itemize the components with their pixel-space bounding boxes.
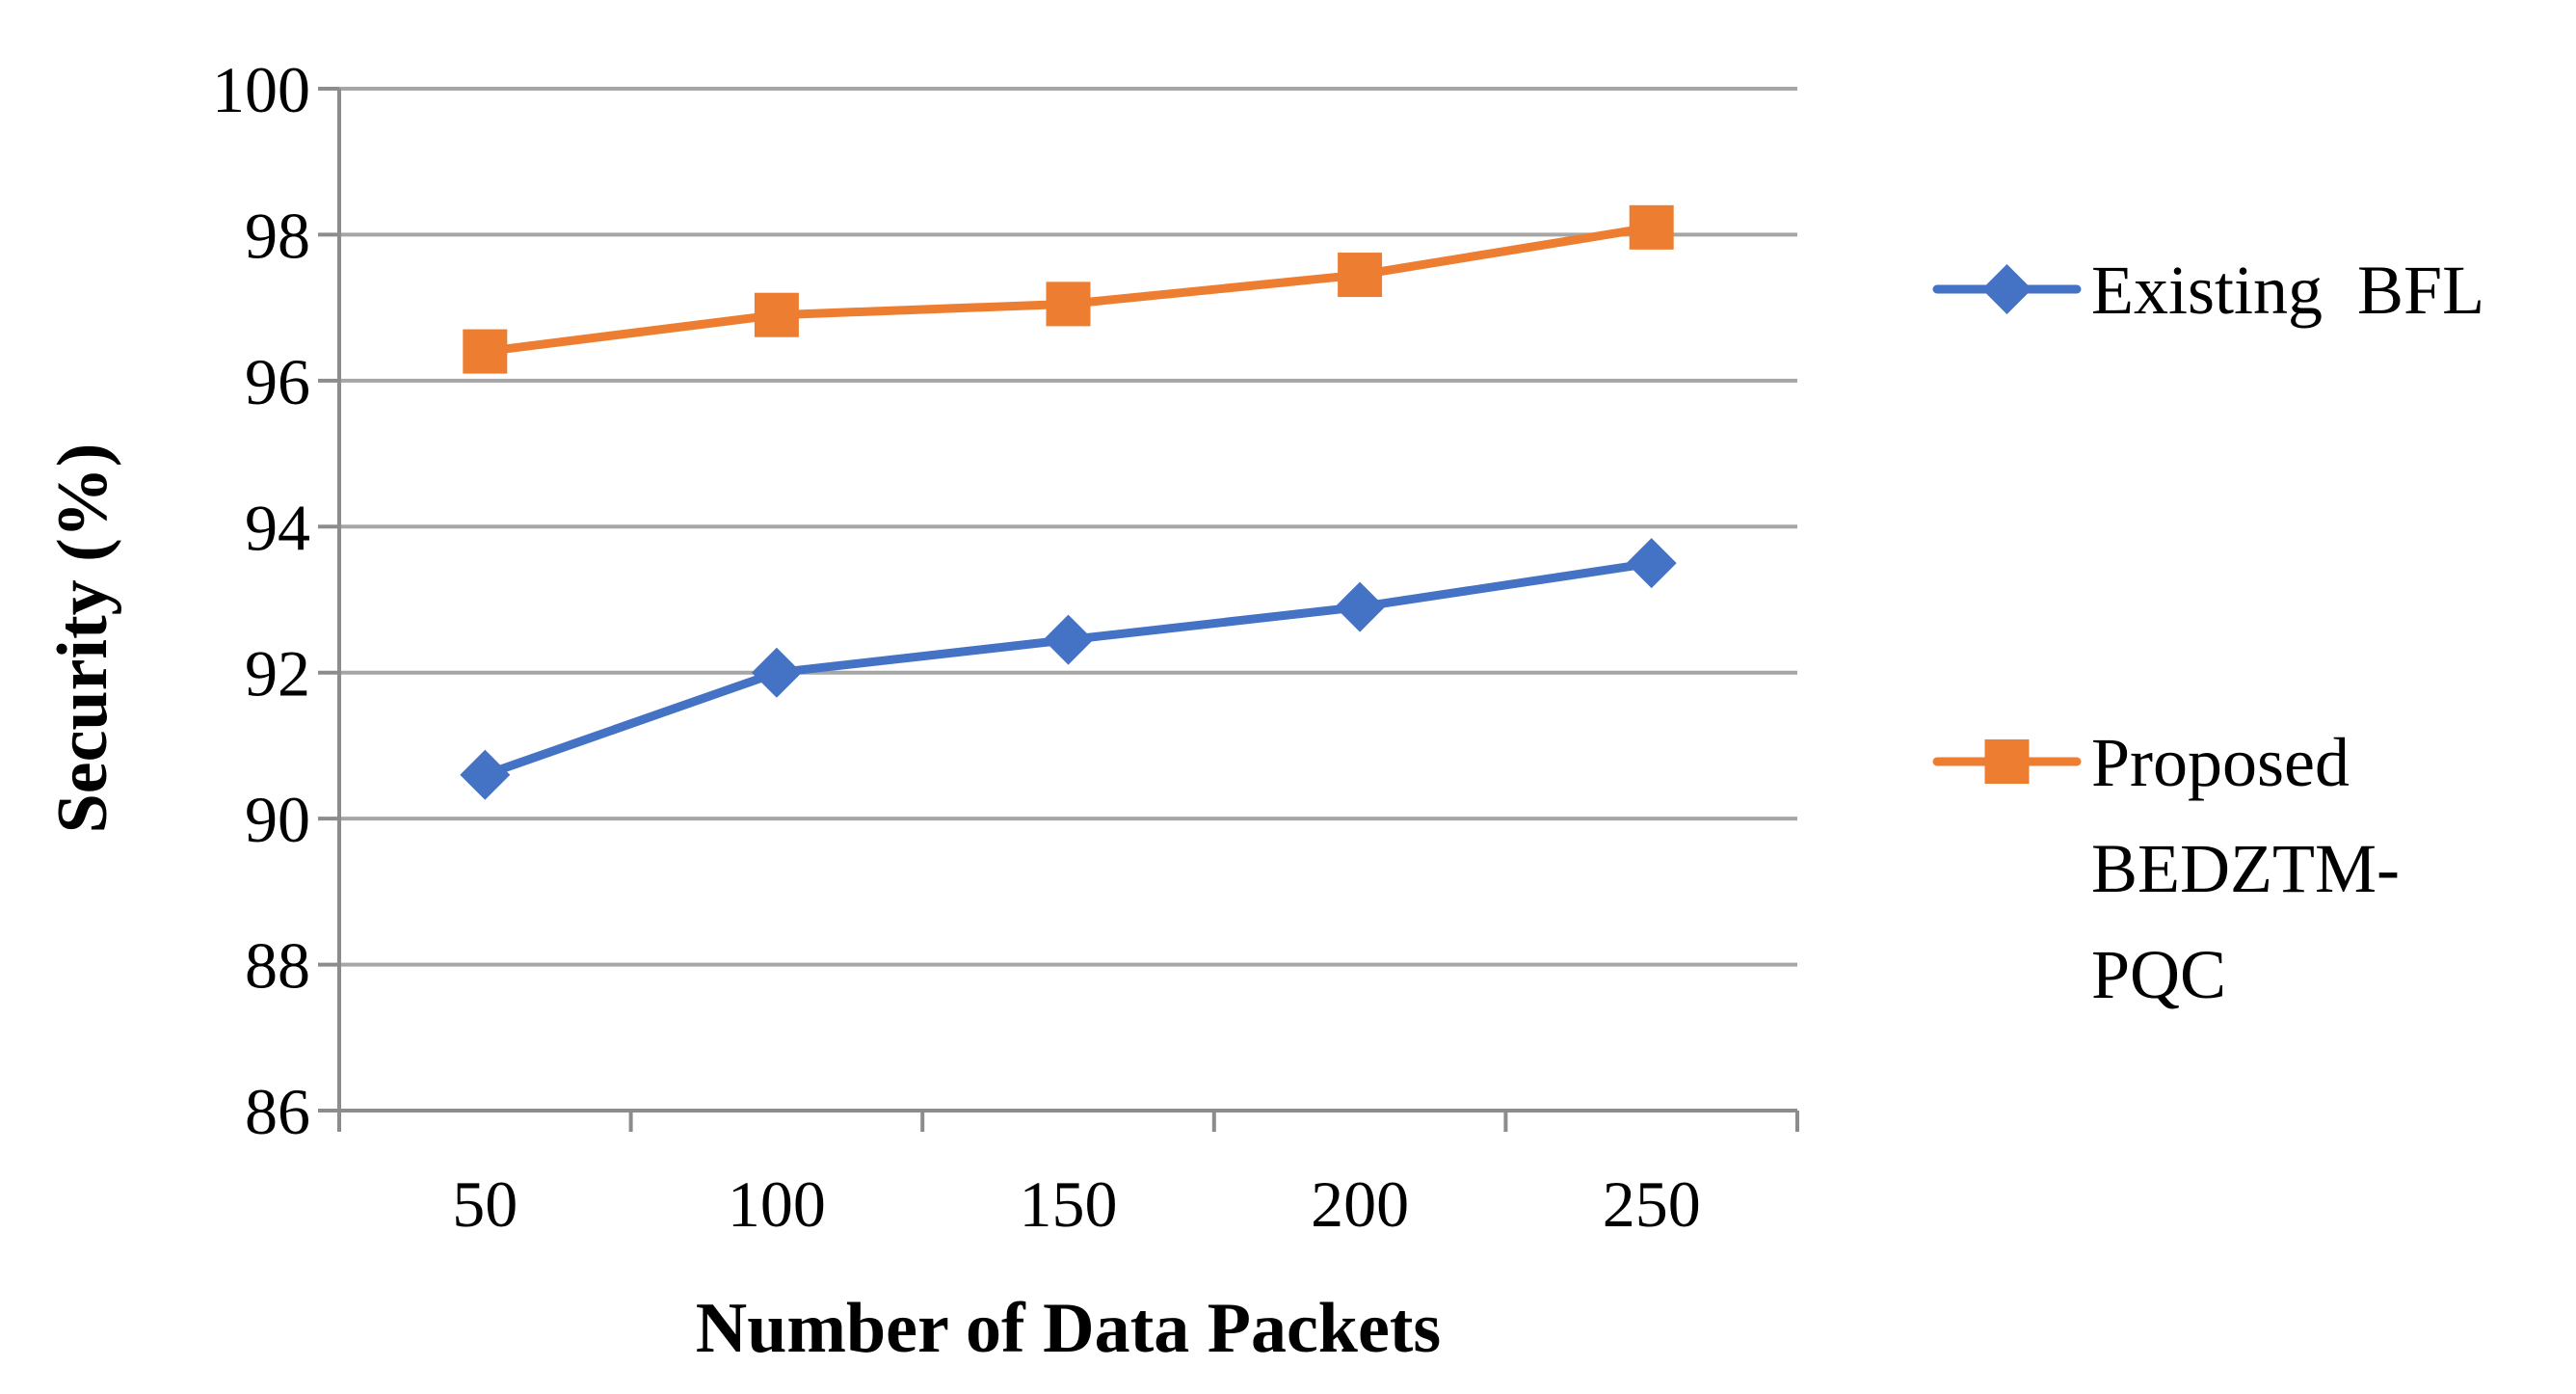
legend-entry-0: Existing BFL	[1932, 252, 2484, 329]
x-tick-label: 200	[1311, 1167, 1409, 1241]
series-1	[463, 204, 1674, 374]
data-point-marker	[754, 292, 799, 337]
data-point-marker	[1629, 204, 1674, 250]
series-line	[480, 558, 1657, 780]
legend-marker	[1984, 739, 2030, 784]
x-tick-label: 150	[1020, 1167, 1118, 1241]
x-tick-label: 50	[452, 1167, 518, 1241]
legend-entry-1: Proposed BEDZTM- PQC	[1932, 724, 2400, 1013]
y-tick-label: 90	[245, 783, 310, 856]
x-tick-label: 250	[1603, 1167, 1701, 1241]
data-point-marker	[1338, 253, 1383, 298]
y-tick-label: 98	[245, 199, 310, 272]
series-group	[460, 204, 1677, 800]
x-tick-label: 100	[728, 1167, 826, 1241]
data-point-marker	[463, 329, 508, 374]
tick-labels: 86 88 90 92 94 96 98 100 50 100 150 200 250	[212, 53, 1701, 1241]
data-point-marker	[460, 749, 511, 800]
legend: Existing BFL Proposed BEDZTM- PQC	[1932, 252, 2484, 1013]
y-axis-title: Security (%)	[43, 443, 122, 834]
legend-label: Existing BFL	[2091, 252, 2484, 329]
legend-label: Proposed	[2091, 724, 2350, 801]
y-tick-label: 94	[245, 491, 310, 564]
legend-marker	[1981, 264, 2032, 314]
y-tick-label: 96	[245, 345, 310, 418]
series-0	[460, 538, 1677, 800]
y-tick-label: 88	[245, 929, 310, 1003]
y-tick-label: 86	[245, 1075, 310, 1148]
y-tick-label: 100	[212, 53, 310, 126]
y-tick-label: 92	[245, 637, 310, 710]
legend-label: BEDZTM-	[2091, 830, 2400, 907]
gridlines	[339, 87, 1797, 1113]
axes	[318, 87, 1799, 1132]
data-point-marker	[751, 647, 802, 698]
x-axis-title: Number of Data Packets	[696, 1289, 1441, 1368]
data-point-marker	[1046, 281, 1091, 327]
legend-label: PQC	[2091, 936, 2226, 1013]
data-point-marker	[1626, 538, 1677, 589]
data-point-marker	[1043, 614, 1094, 665]
data-point-marker	[1335, 581, 1386, 632]
